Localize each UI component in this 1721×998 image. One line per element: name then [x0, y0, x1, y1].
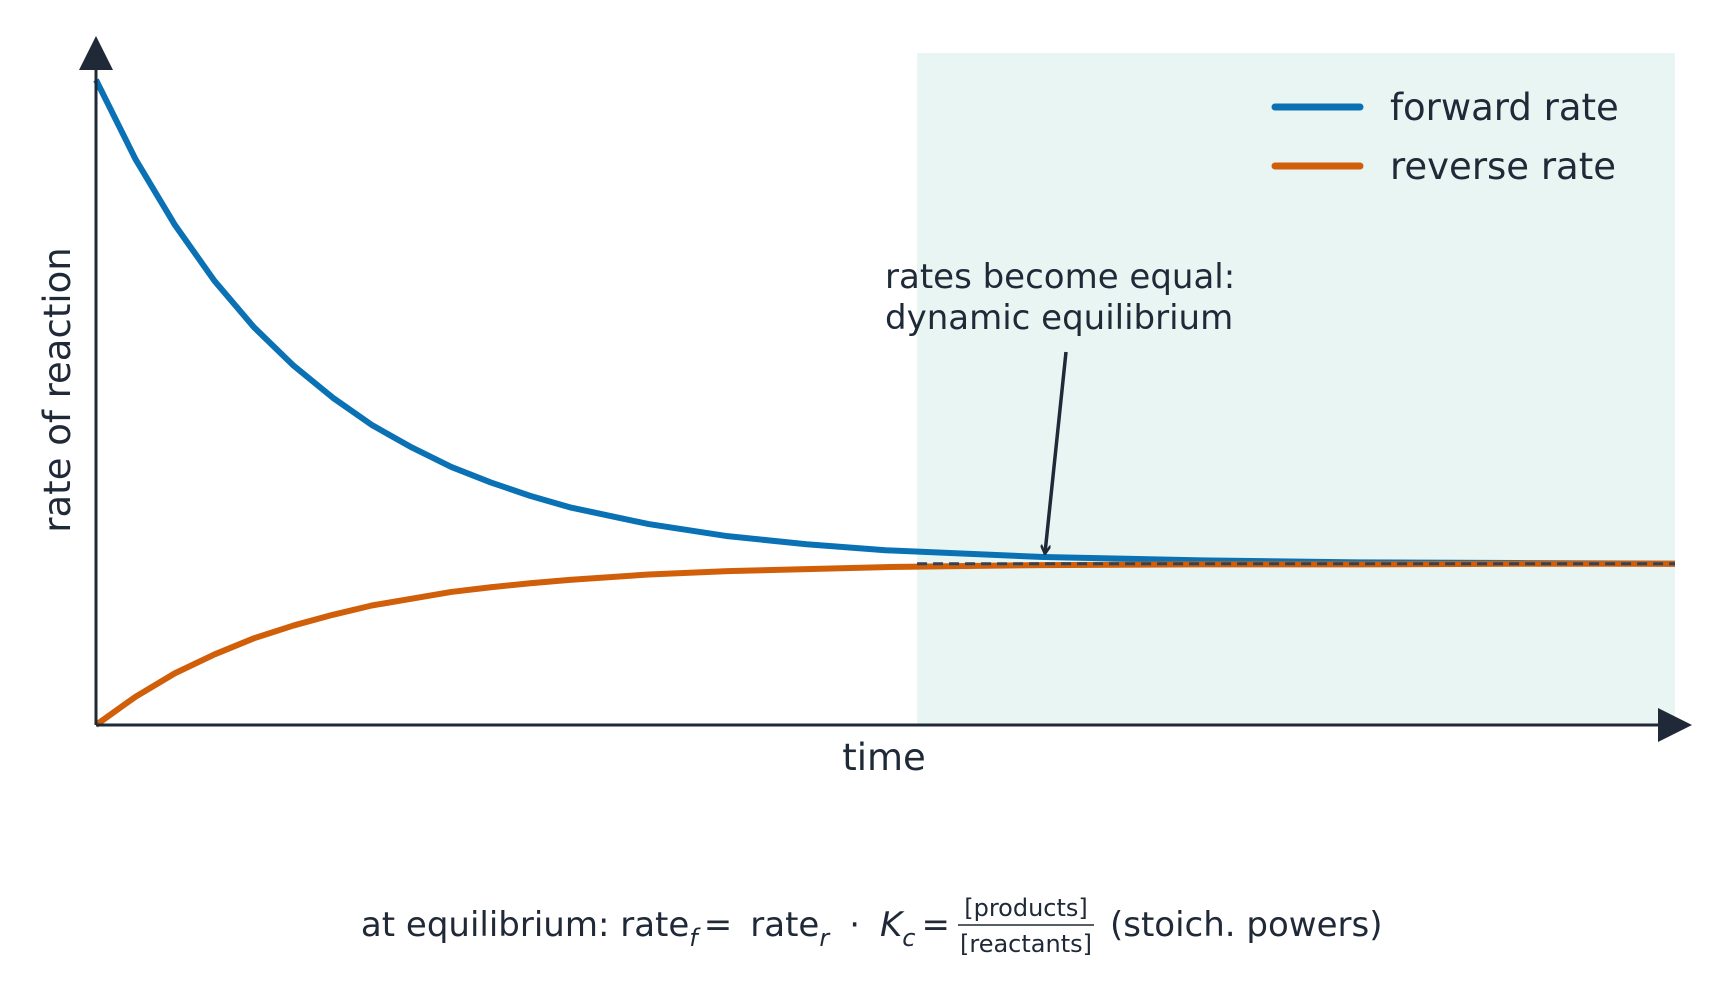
formula-sub: f [689, 924, 701, 952]
y-axis-label: rate of reaction [36, 247, 79, 532]
y-axis-arrow [79, 36, 113, 70]
legend-label: forward rate [1390, 86, 1619, 129]
formula-text: at equilibrium: rate [361, 905, 689, 945]
formula-text: K [880, 905, 905, 945]
series-line [94, 560, 1675, 728]
annotation-line: rates become equal: [885, 257, 1235, 297]
formula-text: = [704, 905, 733, 945]
formula-text: = [922, 905, 951, 945]
formula: at equilibrium: ratef = rater · Kc = [361, 905, 950, 952]
annotation-arrow [1045, 351, 1068, 553]
formula-text: rate [750, 905, 819, 945]
series-line [93, 78, 1676, 567]
formula-sub: c [902, 924, 915, 952]
legend-label: reverse rate [1390, 145, 1616, 188]
annotation-line: dynamic equilibrium [885, 298, 1233, 338]
formula-text: (stoich. powers) [1110, 905, 1382, 945]
plot-area [79, 36, 1692, 742]
x-axis-arrow [1658, 708, 1692, 742]
formula-denominator: [reactants] [960, 930, 1092, 958]
formula-sub: r [819, 924, 831, 952]
formula-text: · [849, 905, 860, 945]
x-axis-label: time [842, 736, 926, 779]
formula-numerator: [products] [964, 894, 1088, 922]
